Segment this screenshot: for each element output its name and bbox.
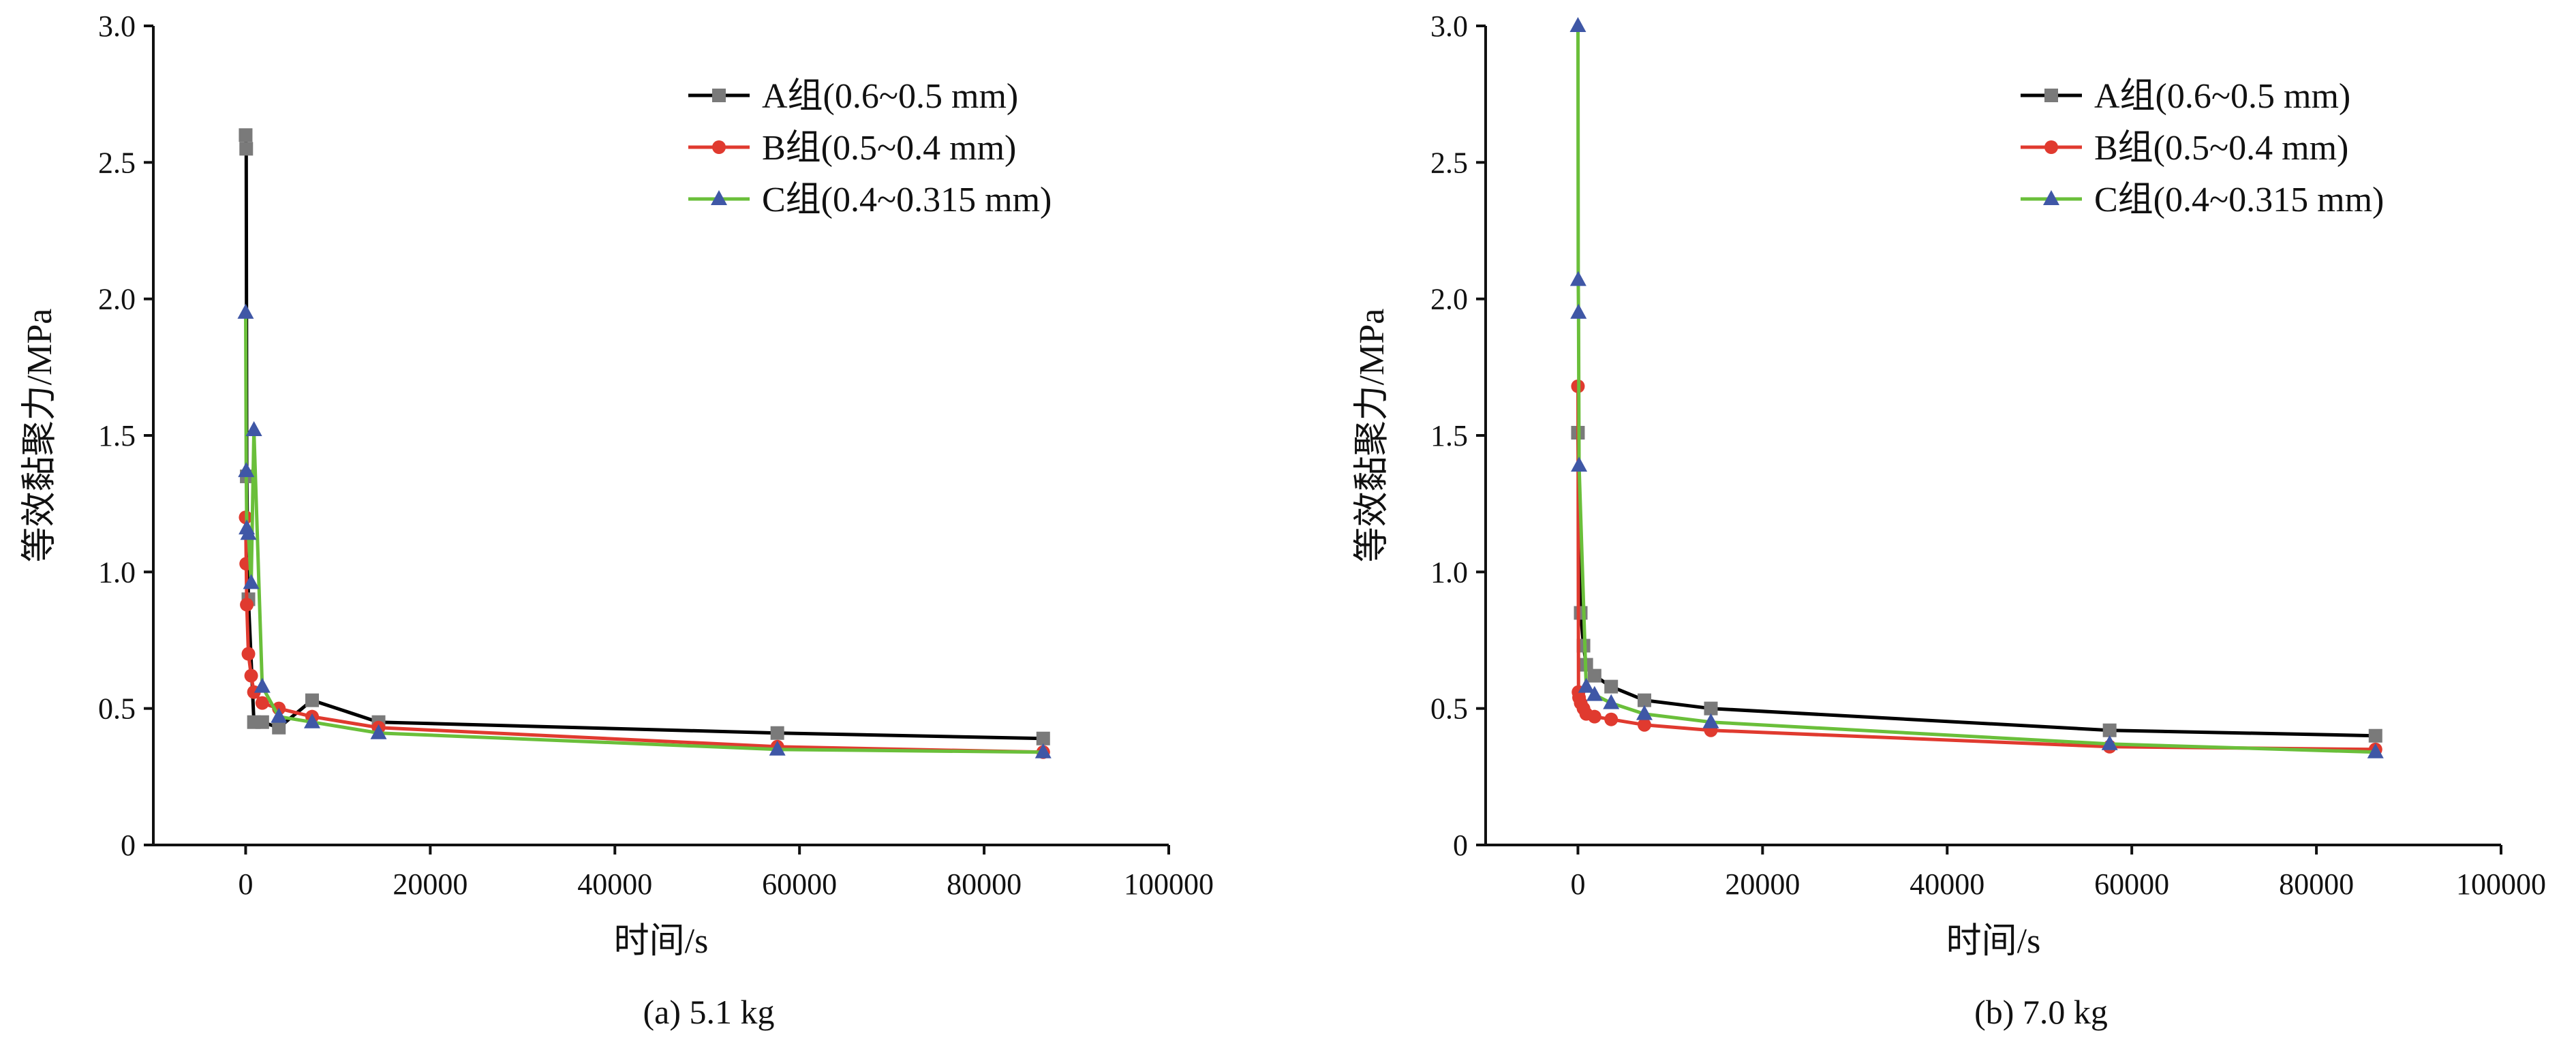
data-point-1 — [1637, 718, 1651, 732]
x-tick-label: 0 — [1570, 867, 1585, 901]
x-tick-label: 80000 — [947, 867, 1022, 901]
y-axis-label: 等效黏聚力/MPa — [1353, 309, 1392, 563]
x-tick-label: 40000 — [577, 867, 652, 901]
data-point-2 — [1636, 705, 1653, 720]
x-tick-label: 100000 — [1124, 867, 1214, 901]
data-point-2 — [1034, 743, 1052, 758]
data-point-2 — [1603, 694, 1620, 709]
series-line-1 — [244, 517, 1043, 754]
y-tick-label: 0.5 — [1430, 692, 1468, 726]
data-point-2 — [243, 574, 260, 589]
data-point-0 — [1036, 731, 1050, 745]
data-point-2 — [240, 525, 257, 540]
data-point-0 — [239, 142, 254, 156]
data-point-2 — [271, 707, 288, 723]
data-point-2 — [1570, 303, 1587, 319]
y-tick-label: 1.0 — [98, 555, 136, 589]
data-point-2 — [254, 677, 271, 693]
legend-label-1: B组(0.5~0.4 mm) — [762, 129, 1016, 168]
data-point-2 — [245, 420, 262, 436]
y-tick-label: 2.5 — [1430, 146, 1468, 179]
data-point-2 — [303, 713, 320, 728]
legend-swatch-marker-1 — [2044, 140, 2058, 154]
x-tick-label: 60000 — [2094, 867, 2169, 901]
panel-b: 0 0.5 1.0 1.5 2.0 2.5 3.0 0 20000 40000 60000 80000… — [1353, 10, 2546, 1031]
y-tick-label: 1.0 — [1430, 555, 1468, 589]
data-point-0 — [272, 720, 286, 735]
data-point-0 — [1587, 668, 1601, 683]
y-tick-label: 1.5 — [98, 419, 136, 452]
data-point-1 — [240, 598, 254, 612]
legend-label-1: B组(0.5~0.4 mm) — [2094, 129, 2348, 168]
series-line-2 — [244, 312, 1043, 754]
x-tick-label: 60000 — [762, 867, 837, 901]
data-point-2 — [2101, 735, 2118, 750]
x-tick-label: 0 — [238, 867, 253, 901]
x-tick-label: 40000 — [1910, 867, 1984, 901]
data-point-0 — [255, 715, 269, 729]
data-point-2 — [370, 724, 387, 739]
legend-label-0: A组(0.6~0.5 mm) — [2094, 77, 2350, 116]
data-point-0 — [1704, 701, 1718, 716]
data-point-2 — [1586, 686, 1603, 701]
y-tick-label: 2.5 — [98, 146, 136, 179]
legend-label-2: C组(0.4~0.315 mm) — [2094, 181, 2384, 219]
data-point-2 — [1571, 457, 1588, 472]
y-tick-label: 2.0 — [98, 283, 136, 316]
data-point-1 — [241, 647, 256, 661]
panel-caption: (a) 5.1 kg — [643, 993, 775, 1031]
series-line-0 — [244, 135, 1043, 741]
data-point-1 — [1604, 712, 1619, 726]
data-point-2 — [769, 740, 786, 756]
data-point-0 — [1637, 693, 1651, 707]
data-point-2 — [1569, 271, 1586, 286]
data-point-0 — [305, 693, 319, 707]
panel-a: 0 0.5 1.0 1.5 2.0 2.5 3.0 0 20000 40000 60000 80000… — [20, 10, 1214, 1031]
x-tick-label: 80000 — [2279, 867, 2354, 901]
data-point-1 — [244, 668, 258, 683]
y-tick-label: 1.5 — [1430, 419, 1468, 452]
panel-caption: (b) 7.0 kg — [1974, 993, 2108, 1031]
x-axis-label: 时间/s — [1946, 922, 2041, 961]
legend-label-2: C组(0.4~0.315 mm) — [762, 181, 1052, 219]
legend-swatch-marker-0 — [712, 89, 726, 102]
data-point-2 — [2367, 743, 2384, 758]
y-tick-label: 0 — [1453, 829, 1468, 862]
legend-swatch-marker-1 — [712, 140, 726, 154]
y-tick-label: 0.5 — [98, 692, 136, 726]
y-tick-label: 3.0 — [1430, 10, 1468, 43]
y-tick-label: 0 — [121, 829, 136, 862]
legend-swatch-marker-0 — [2044, 89, 2058, 102]
data-point-1 — [255, 696, 269, 710]
series-line-0 — [1576, 432, 2376, 738]
x-tick-label: 20000 — [1725, 867, 1800, 901]
data-point-0 — [1604, 679, 1619, 694]
data-point-0 — [2368, 728, 2382, 743]
data-point-0 — [770, 726, 784, 740]
data-point-0 — [2102, 723, 2117, 737]
x-tick-label: 20000 — [393, 867, 467, 901]
y-tick-label: 3.0 — [98, 10, 136, 43]
data-point-2 — [1569, 17, 1586, 32]
data-point-2 — [1702, 713, 1719, 728]
y-tick-label: 2.0 — [1430, 283, 1468, 316]
data-point-2 — [238, 462, 255, 478]
y-axis-label: 等效黏聚力/MPa — [20, 309, 59, 563]
series-line-1 — [1576, 386, 2376, 752]
data-point-1 — [1587, 709, 1601, 724]
data-point-2 — [237, 303, 254, 319]
data-point-2 — [1578, 677, 1595, 693]
legend-label-0: A组(0.6~0.5 mm) — [762, 77, 1018, 116]
x-tick-label: 100000 — [2456, 867, 2546, 901]
x-axis-label: 时间/s — [614, 922, 709, 961]
data-point-0 — [239, 128, 253, 142]
legend-swatch-marker-2 — [711, 190, 727, 205]
legend-swatch-marker-2 — [2043, 190, 2059, 205]
